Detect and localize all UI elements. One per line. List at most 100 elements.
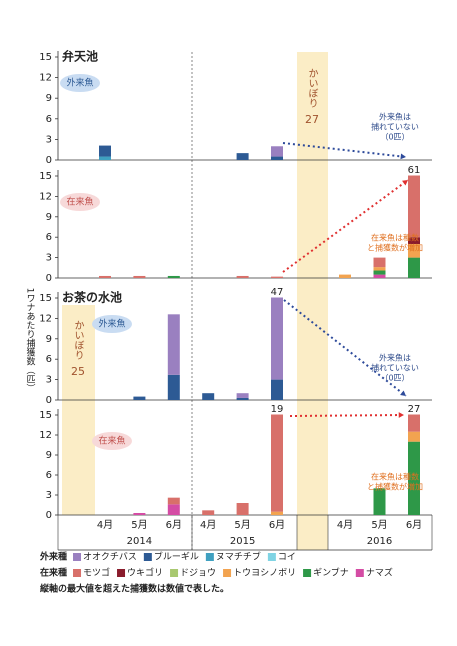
note: と捕獲数が増加 bbox=[367, 482, 423, 492]
year-label: 2016 bbox=[367, 536, 392, 547]
x-tick-label: 4月 bbox=[337, 519, 353, 531]
legend-label: ナマズ bbox=[366, 567, 393, 579]
tag-pill bbox=[92, 432, 132, 450]
bar-segment bbox=[373, 267, 386, 271]
legend-swatch bbox=[223, 569, 232, 577]
bar-segment bbox=[408, 431, 420, 442]
tag-pill bbox=[60, 193, 100, 211]
bar-segment bbox=[167, 314, 180, 375]
legend-label: モツゴ bbox=[83, 567, 110, 579]
bars bbox=[99, 145, 283, 160]
bar-segment bbox=[271, 511, 283, 515]
legend-swatch bbox=[205, 553, 214, 561]
y-tick-label: 15 bbox=[39, 410, 52, 421]
legend-label: ヌマチチブ bbox=[216, 551, 261, 563]
bar-segment bbox=[133, 513, 146, 515]
bar-segment bbox=[408, 175, 420, 238]
x-tick-label: 6月 bbox=[269, 519, 285, 531]
tag-label: 外来魚 bbox=[98, 318, 125, 330]
bar-segment bbox=[271, 146, 283, 157]
y-tick-label: 15 bbox=[39, 52, 52, 63]
bars bbox=[133, 297, 283, 400]
bars bbox=[99, 175, 420, 278]
y-tick-label: 12 bbox=[39, 313, 52, 324]
bar-segment bbox=[236, 397, 249, 400]
bar-segment bbox=[271, 379, 283, 400]
y-tick-label: 12 bbox=[39, 73, 52, 84]
legend-swatch bbox=[143, 553, 152, 561]
x-tick-label: 5月 bbox=[234, 519, 250, 531]
y-tick-label: 6 bbox=[46, 114, 52, 125]
bar-segment bbox=[99, 145, 111, 157]
arrow bbox=[282, 142, 407, 158]
x-tick-label: 4月 bbox=[200, 519, 216, 531]
note: （0匹） bbox=[380, 374, 409, 383]
x-tick-label: 6月 bbox=[406, 519, 422, 531]
arrow-head bbox=[398, 412, 404, 418]
bar-segment bbox=[408, 237, 420, 244]
footnote: 縦軸の最大値を超えた捕獲数は数値で表した。 bbox=[40, 583, 229, 595]
legend-label: ウキゴリ bbox=[127, 567, 163, 579]
bar-segment bbox=[167, 497, 180, 505]
bar-segment bbox=[408, 441, 420, 515]
tag-label: 在来魚 bbox=[98, 435, 125, 447]
legend-swatch bbox=[170, 569, 179, 577]
tag-pill bbox=[60, 74, 100, 92]
bar-segment bbox=[236, 153, 249, 160]
kaibori-number: 25 bbox=[71, 365, 85, 378]
overflow-total: 47 bbox=[271, 287, 284, 298]
legend-label: ブルーギル bbox=[154, 551, 199, 563]
bar-segment bbox=[202, 393, 215, 400]
y-tick-label: 9 bbox=[46, 450, 52, 461]
tag-label: 在来魚 bbox=[66, 196, 93, 208]
bar-segment bbox=[271, 414, 283, 512]
y-tick-label: 0 bbox=[46, 395, 52, 406]
y-tick-label: 15 bbox=[39, 293, 52, 304]
y-tick-label: 9 bbox=[46, 93, 52, 104]
tag-pill bbox=[92, 315, 132, 333]
legend-label: オオクチバス bbox=[83, 552, 137, 563]
y-tick-label: 3 bbox=[46, 375, 52, 386]
y-tick-label: 6 bbox=[46, 232, 52, 243]
bar-segment bbox=[236, 275, 249, 278]
note: 在来魚は種数 bbox=[371, 472, 419, 482]
bar-segment bbox=[408, 257, 420, 278]
legend-group-label: 外来種 bbox=[39, 551, 67, 563]
bar-segment bbox=[373, 274, 386, 278]
y-tick-label: 6 bbox=[46, 354, 52, 365]
bar-segment bbox=[202, 510, 215, 515]
bar-segment bbox=[167, 374, 180, 400]
y-tick-label: 15 bbox=[39, 171, 52, 182]
bar-segment bbox=[133, 396, 146, 400]
overflow-total: 27 bbox=[408, 404, 421, 415]
kaibori-label: かいぼり bbox=[306, 68, 318, 108]
bar-segment bbox=[271, 156, 283, 160]
legend-swatch bbox=[303, 569, 312, 577]
bar-segment bbox=[339, 274, 351, 278]
y-axis-label: 1ワナあたり捕獲数（匹） bbox=[25, 288, 36, 393]
note: 外来魚は bbox=[379, 353, 411, 363]
y-tick-label: 0 bbox=[46, 155, 52, 166]
arrow bbox=[283, 299, 407, 397]
year-label: 2015 bbox=[230, 536, 255, 547]
arrow-head bbox=[400, 390, 406, 396]
bar-segment bbox=[373, 488, 386, 515]
bar-segment bbox=[99, 156, 111, 160]
y-tick-label: 3 bbox=[46, 253, 52, 264]
x-tick-label: 5月 bbox=[131, 519, 147, 531]
legend-label: ドジョウ bbox=[180, 568, 216, 579]
kaibori-label: かいぼり bbox=[72, 320, 84, 360]
kaibori-number: 27 bbox=[305, 113, 319, 126]
bar-segment bbox=[236, 393, 249, 398]
legend-label: ギンブナ bbox=[313, 567, 349, 579]
arrow-head bbox=[402, 180, 408, 186]
note: 捕れていない bbox=[371, 363, 419, 373]
y-tick-label: 0 bbox=[46, 273, 52, 284]
x-tick-label: 5月 bbox=[371, 519, 387, 531]
bar-segment bbox=[167, 504, 180, 515]
bar-segment bbox=[133, 275, 146, 278]
y-tick-label: 3 bbox=[46, 134, 52, 145]
legend-swatch bbox=[117, 569, 126, 577]
legend-swatch bbox=[355, 569, 364, 577]
